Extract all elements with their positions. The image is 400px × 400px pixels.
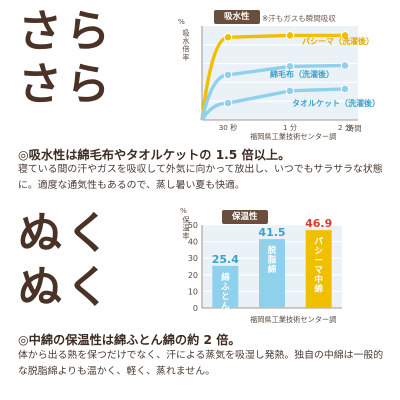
absorption-x-tick-label: 2 分 bbox=[338, 123, 352, 132]
warmth-y-tick-label: 0 bbox=[193, 304, 198, 313]
absorption-series-label: 綿毛布（洗濯後） bbox=[270, 69, 334, 79]
warmth-value-label: 25.4 bbox=[212, 253, 239, 266]
absorption-x-tick-label: 30 秒 bbox=[219, 123, 238, 132]
warmth-value-label: 46.9 bbox=[305, 217, 332, 230]
warmth-value-label: 41.5 bbox=[258, 226, 285, 239]
warmth-y-tick-label: 20 bbox=[188, 271, 198, 280]
warmth-y-tick-label: 30 bbox=[188, 254, 198, 263]
warmth-y-tick-label: 40 bbox=[188, 238, 198, 247]
absorption-chart-unit: % bbox=[178, 17, 185, 26]
warmth-chart-unit: % bbox=[180, 206, 187, 215]
warmth-category-label: 綿 bbox=[221, 272, 230, 283]
warmth-y-tick-label: 10 bbox=[188, 287, 198, 296]
warmth-category-label: 綿 bbox=[221, 310, 230, 321]
warmth-category-label: 脂 bbox=[267, 255, 277, 266]
warmth-category-label: マ bbox=[314, 266, 323, 276]
warmth-bar bbox=[212, 265, 239, 308]
sara-word-top: さら bbox=[18, 6, 114, 57]
nuku-word-bottom: ぬく bbox=[18, 262, 114, 313]
warmth-category-label: 脱 bbox=[268, 245, 277, 256]
warmth-heading: ◎中綿の保温性は綿ふとん綿の約 2 倍。 bbox=[18, 333, 241, 347]
absorption-data-point bbox=[340, 61, 350, 70]
warmth-chart-source: 福岡県工業技術センター調 bbox=[250, 315, 337, 324]
warmth-bar bbox=[305, 230, 332, 308]
sara-word-bottom: さら bbox=[18, 59, 114, 110]
absorption-chart-ylabel: 吸水倍率 bbox=[182, 29, 191, 62]
absorption-data-point bbox=[223, 70, 233, 80]
absorption-chart-time-label: 時間 bbox=[347, 124, 362, 133]
absorption-chart-source: 福岡県工業技術センター調 bbox=[250, 132, 337, 141]
warmth-category-label: ん bbox=[221, 301, 230, 311]
warmth-chart-ylabel: 保温率 bbox=[182, 216, 191, 241]
warmth-category-label: シ bbox=[314, 247, 323, 257]
warmth-category-label: ふ bbox=[221, 282, 230, 292]
absorption-data-point bbox=[285, 31, 295, 40]
absorption-data-point bbox=[285, 62, 295, 71]
warmth-chart-tag: 保温性 bbox=[222, 210, 268, 224]
absorption-series-label: タオルケット（洗濯後） bbox=[292, 98, 380, 108]
nuku-word-top: ぬく bbox=[18, 208, 114, 259]
absorption-heading: ◎吸水性は綿毛布やタオルケットの 1.5 倍以上。 bbox=[18, 148, 291, 162]
warmth-category-label: 綿 bbox=[314, 284, 323, 295]
absorption-data-point bbox=[223, 98, 233, 108]
absorption-chart-note: ※汗もガスも瞬間吸収 bbox=[262, 14, 336, 23]
warmth-category-label: ー bbox=[314, 256, 323, 266]
absorption-series-label: パシーマ（洗濯後） bbox=[302, 36, 374, 46]
absorption-data-point bbox=[285, 86, 295, 96]
warmth-bar bbox=[259, 239, 285, 308]
absorption-body: 寝ている間の汗やガスを吸収して外気に向かって放出し、いつでもサラサラな状態に。適… bbox=[18, 164, 383, 191]
absorption-data-point bbox=[340, 31, 350, 40]
warmth-y-tick-label: 50 bbox=[188, 221, 198, 230]
absorption-data-point bbox=[340, 84, 350, 94]
warmth-category-label: 綿 bbox=[268, 264, 277, 275]
absorption-x-tick-label: 1 分 bbox=[283, 123, 297, 132]
warmth-category-label: 中 bbox=[314, 274, 323, 285]
absorption-chart-tag: 吸水性 bbox=[214, 10, 260, 24]
warmth-category-label: パ bbox=[314, 236, 323, 247]
warmth-category-label: と bbox=[221, 292, 230, 302]
absorption-data-point bbox=[223, 32, 233, 42]
warmth-body: 体から出る熱を保つだけでなく、汗による蒸気を吸湿し発熱。独自の中綿は一般的な脱脂… bbox=[18, 350, 384, 377]
